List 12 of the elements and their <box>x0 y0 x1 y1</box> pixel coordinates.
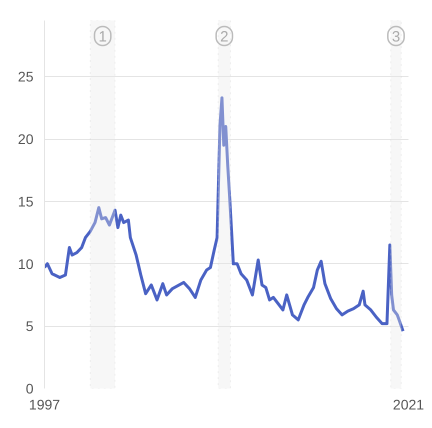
x-tick-label: 2021 <box>392 396 424 412</box>
y-tick-label: 0 <box>26 380 34 396</box>
y-tick-label: 15 <box>18 193 34 210</box>
x-tick-label: 1997 <box>28 396 60 412</box>
y-tick-label: 10 <box>18 256 34 272</box>
band-label: 2 <box>220 28 228 46</box>
band-label: 1 <box>98 28 107 46</box>
y-tick-label: 5 <box>26 318 34 334</box>
y-tick-label: 25 <box>18 68 34 85</box>
band-label: 3 <box>392 28 400 46</box>
y-tick-label: 20 <box>18 131 34 148</box>
line-series <box>44 96 405 333</box>
